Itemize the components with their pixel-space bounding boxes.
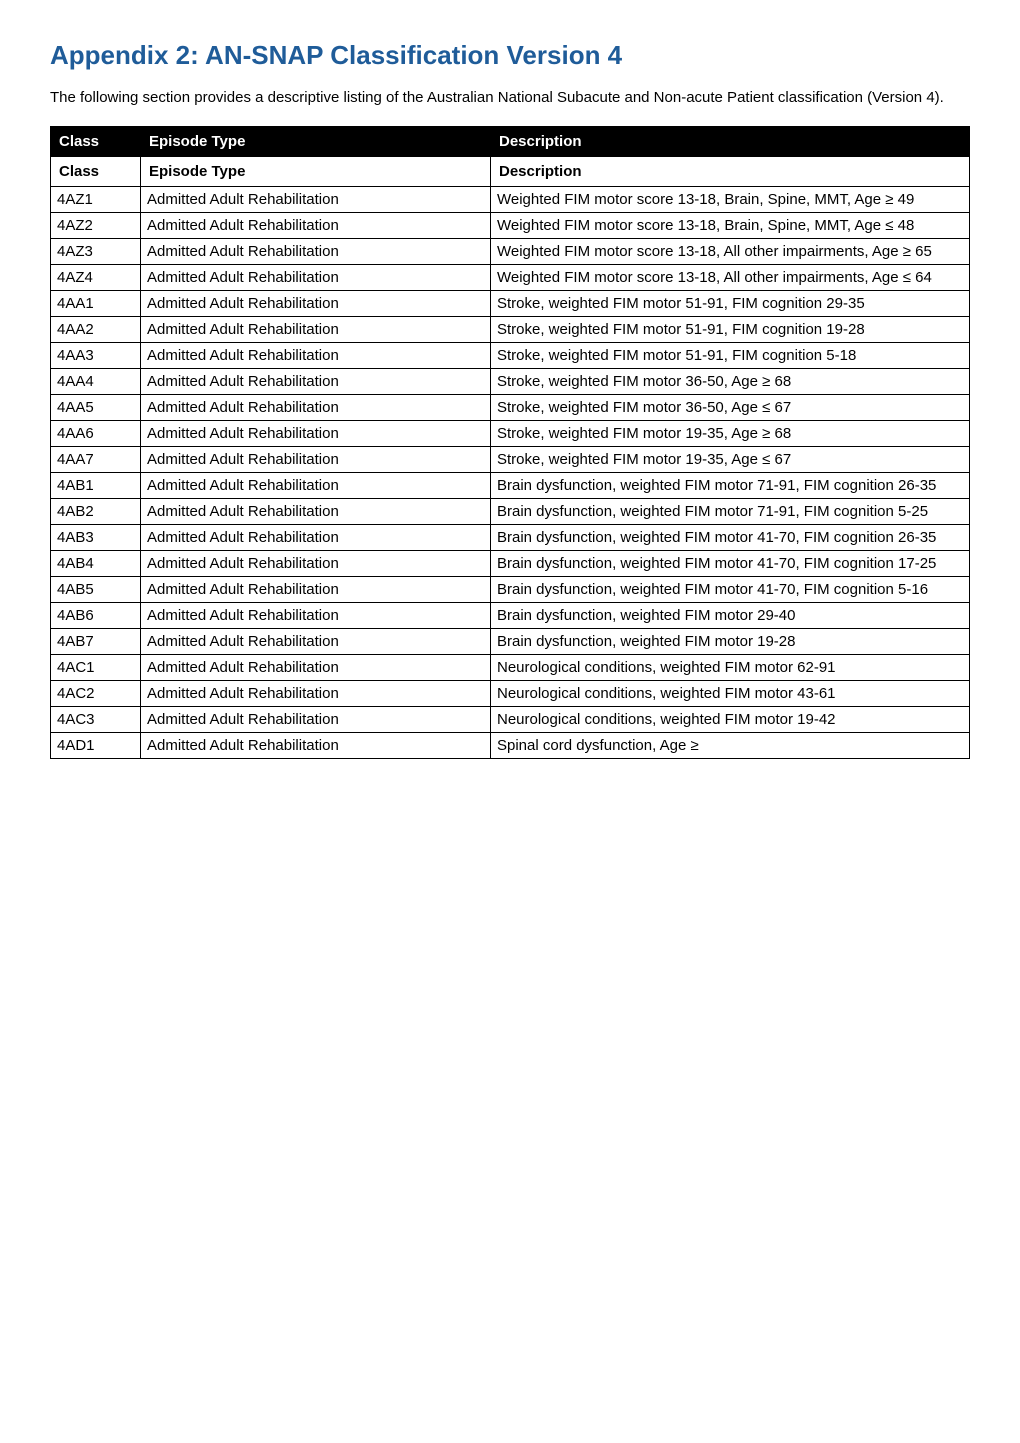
page-title: Appendix 2: AN-SNAP Classification Versi…	[50, 40, 970, 71]
cell-description: Neurological conditions, weighted FIM mo…	[491, 681, 970, 707]
table-row: 4AB2Admitted Adult RehabilitationBrain d…	[51, 499, 970, 525]
header-episode-type: Episode Type	[141, 127, 491, 157]
table-row: 4AB4Admitted Adult RehabilitationBrain d…	[51, 551, 970, 577]
cell-description: Stroke, weighted FIM motor 36-50, Age ≤ …	[491, 395, 970, 421]
cell-description: Brain dysfunction, weighted FIM motor 41…	[491, 525, 970, 551]
cell-episode-type: Admitted Adult Rehabilitation	[141, 395, 491, 421]
classification-table: Class Episode Type Description Class Epi…	[50, 126, 970, 759]
cell-episode-type: Admitted Adult Rehabilitation	[141, 187, 491, 213]
cell-class: 4AB4	[51, 551, 141, 577]
table-row: 4AZ4Admitted Adult RehabilitationWeighte…	[51, 265, 970, 291]
cell-class: 4AC1	[51, 655, 141, 681]
table-row: 4AA5Admitted Adult RehabilitationStroke,…	[51, 395, 970, 421]
cell-class: 4AC2	[51, 681, 141, 707]
cell-episode-type: Admitted Adult Rehabilitation	[141, 655, 491, 681]
table-row: 4AA6Admitted Adult RehabilitationStroke,…	[51, 421, 970, 447]
cell-class: 4AB1	[51, 473, 141, 499]
cell-episode-type: Admitted Adult Rehabilitation	[141, 707, 491, 733]
subheader-episode-type: Episode Type	[141, 157, 491, 187]
cell-description: Stroke, weighted FIM motor 51-91, FIM co…	[491, 317, 970, 343]
intro-text: The following section provides a descrip…	[50, 89, 970, 106]
cell-class: 4AD1	[51, 733, 141, 759]
table-row: 4AC3Admitted Adult RehabilitationNeurolo…	[51, 707, 970, 733]
cell-description: Weighted FIM motor score 13-18, Brain, S…	[491, 213, 970, 239]
table-row: 4AB7Admitted Adult RehabilitationBrain d…	[51, 629, 970, 655]
cell-class: 4AC3	[51, 707, 141, 733]
table-row: 4AB6Admitted Adult RehabilitationBrain d…	[51, 603, 970, 629]
cell-episode-type: Admitted Adult Rehabilitation	[141, 577, 491, 603]
table-header-row-secondary: Class Episode Type Description	[51, 157, 970, 187]
cell-episode-type: Admitted Adult Rehabilitation	[141, 473, 491, 499]
subheader-class: Class	[51, 157, 141, 187]
cell-description: Brain dysfunction, weighted FIM motor 71…	[491, 473, 970, 499]
cell-description: Weighted FIM motor score 13-18, All othe…	[491, 265, 970, 291]
cell-class: 4AZ1	[51, 187, 141, 213]
cell-class: 4AA1	[51, 291, 141, 317]
table-row: 4AZ3Admitted Adult RehabilitationWeighte…	[51, 239, 970, 265]
cell-episode-type: Admitted Adult Rehabilitation	[141, 265, 491, 291]
table-row: 4AZ2Admitted Adult RehabilitationWeighte…	[51, 213, 970, 239]
cell-class: 4AB2	[51, 499, 141, 525]
header-description: Description	[491, 127, 970, 157]
cell-episode-type: Admitted Adult Rehabilitation	[141, 499, 491, 525]
cell-class: 4AB6	[51, 603, 141, 629]
table-row: 4AC1Admitted Adult RehabilitationNeurolo…	[51, 655, 970, 681]
cell-episode-type: Admitted Adult Rehabilitation	[141, 525, 491, 551]
cell-class: 4AB7	[51, 629, 141, 655]
cell-class: 4AA5	[51, 395, 141, 421]
cell-episode-type: Admitted Adult Rehabilitation	[141, 317, 491, 343]
cell-description: Stroke, weighted FIM motor 19-35, Age ≤ …	[491, 447, 970, 473]
cell-episode-type: Admitted Adult Rehabilitation	[141, 603, 491, 629]
cell-class: 4AA6	[51, 421, 141, 447]
cell-description: Spinal cord dysfunction, Age ≥	[491, 733, 970, 759]
subheader-description: Description	[491, 157, 970, 187]
table-row: 4AB5Admitted Adult RehabilitationBrain d…	[51, 577, 970, 603]
cell-episode-type: Admitted Adult Rehabilitation	[141, 239, 491, 265]
cell-description: Brain dysfunction, weighted FIM motor 19…	[491, 629, 970, 655]
cell-description: Brain dysfunction, weighted FIM motor 29…	[491, 603, 970, 629]
cell-class: 4AA4	[51, 369, 141, 395]
header-class: Class	[51, 127, 141, 157]
cell-class: 4AZ2	[51, 213, 141, 239]
cell-class: 4AB5	[51, 577, 141, 603]
cell-episode-type: Admitted Adult Rehabilitation	[141, 421, 491, 447]
table-row: 4AZ1Admitted Adult RehabilitationWeighte…	[51, 187, 970, 213]
table-row: 4AC2Admitted Adult RehabilitationNeurolo…	[51, 681, 970, 707]
cell-description: Brain dysfunction, weighted FIM motor 71…	[491, 499, 970, 525]
cell-description: Stroke, weighted FIM motor 19-35, Age ≥ …	[491, 421, 970, 447]
table-row: 4AB3Admitted Adult RehabilitationBrain d…	[51, 525, 970, 551]
cell-description: Stroke, weighted FIM motor 51-91, FIM co…	[491, 343, 970, 369]
table-row: 4AA7Admitted Adult RehabilitationStroke,…	[51, 447, 970, 473]
cell-description: Weighted FIM motor score 13-18, Brain, S…	[491, 187, 970, 213]
cell-episode-type: Admitted Adult Rehabilitation	[141, 343, 491, 369]
cell-description: Neurological conditions, weighted FIM mo…	[491, 707, 970, 733]
cell-episode-type: Admitted Adult Rehabilitation	[141, 369, 491, 395]
cell-description: Weighted FIM motor score 13-18, All othe…	[491, 239, 970, 265]
cell-episode-type: Admitted Adult Rehabilitation	[141, 213, 491, 239]
cell-description: Stroke, weighted FIM motor 51-91, FIM co…	[491, 291, 970, 317]
cell-episode-type: Admitted Adult Rehabilitation	[141, 629, 491, 655]
cell-class: 4AA2	[51, 317, 141, 343]
cell-class: 4AZ3	[51, 239, 141, 265]
cell-description: Brain dysfunction, weighted FIM motor 41…	[491, 551, 970, 577]
table-row: 4AA4Admitted Adult RehabilitationStroke,…	[51, 369, 970, 395]
cell-episode-type: Admitted Adult Rehabilitation	[141, 681, 491, 707]
table-row: 4AA3Admitted Adult RehabilitationStroke,…	[51, 343, 970, 369]
cell-episode-type: Admitted Adult Rehabilitation	[141, 733, 491, 759]
cell-description: Neurological conditions, weighted FIM mo…	[491, 655, 970, 681]
table-row: 4AA1Admitted Adult RehabilitationStroke,…	[51, 291, 970, 317]
table-row: 4AD1Admitted Adult RehabilitationSpinal …	[51, 733, 970, 759]
table-header-row-primary: Class Episode Type Description	[51, 127, 970, 157]
cell-class: 4AA3	[51, 343, 141, 369]
cell-class: 4AZ4	[51, 265, 141, 291]
cell-episode-type: Admitted Adult Rehabilitation	[141, 447, 491, 473]
cell-episode-type: Admitted Adult Rehabilitation	[141, 291, 491, 317]
cell-description: Stroke, weighted FIM motor 36-50, Age ≥ …	[491, 369, 970, 395]
table-row: 4AA2Admitted Adult RehabilitationStroke,…	[51, 317, 970, 343]
cell-description: Brain dysfunction, weighted FIM motor 41…	[491, 577, 970, 603]
cell-class: 4AA7	[51, 447, 141, 473]
table-row: 4AB1Admitted Adult RehabilitationBrain d…	[51, 473, 970, 499]
cell-class: 4AB3	[51, 525, 141, 551]
cell-episode-type: Admitted Adult Rehabilitation	[141, 551, 491, 577]
